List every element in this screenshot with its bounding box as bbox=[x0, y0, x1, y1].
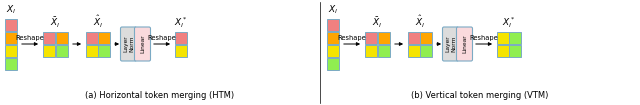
Text: $\hat{X}_l$: $\hat{X}_l$ bbox=[415, 13, 425, 30]
Bar bbox=[98, 32, 110, 43]
Text: $X_l$: $X_l$ bbox=[328, 4, 338, 16]
Bar bbox=[43, 45, 55, 56]
Text: Reshape: Reshape bbox=[148, 35, 177, 41]
Bar bbox=[5, 58, 17, 70]
Text: Layer
Norm: Layer Norm bbox=[123, 36, 134, 52]
Bar bbox=[408, 45, 420, 56]
Text: Linear: Linear bbox=[140, 35, 145, 53]
Text: Layer
Norm: Layer Norm bbox=[445, 36, 456, 52]
Bar bbox=[497, 32, 509, 43]
Bar bbox=[509, 32, 521, 43]
Text: Reshape: Reshape bbox=[15, 35, 44, 41]
Bar bbox=[420, 45, 432, 56]
Bar bbox=[497, 45, 509, 56]
Text: (a) Horizontal token merging (HTM): (a) Horizontal token merging (HTM) bbox=[85, 91, 235, 100]
Bar bbox=[98, 45, 110, 56]
Text: $\bar{X}_l$: $\bar{X}_l$ bbox=[51, 15, 61, 30]
Text: (b) Vertical token merging (VTM): (b) Vertical token merging (VTM) bbox=[412, 91, 548, 100]
Text: Reshape: Reshape bbox=[470, 35, 499, 41]
Bar bbox=[327, 18, 339, 30]
Bar bbox=[5, 45, 17, 56]
Bar bbox=[408, 32, 420, 43]
Bar bbox=[327, 32, 339, 43]
Text: $\hat{X}_l$: $\hat{X}_l$ bbox=[93, 13, 103, 30]
Text: $X_l^*$: $X_l^*$ bbox=[174, 15, 188, 30]
FancyBboxPatch shape bbox=[134, 27, 150, 61]
FancyBboxPatch shape bbox=[442, 27, 458, 61]
Text: Linear: Linear bbox=[462, 35, 467, 53]
Bar bbox=[86, 32, 98, 43]
FancyBboxPatch shape bbox=[456, 27, 472, 61]
Bar bbox=[378, 45, 390, 56]
Bar bbox=[175, 32, 187, 43]
Bar bbox=[56, 32, 68, 43]
Bar bbox=[175, 45, 187, 56]
Bar bbox=[43, 32, 55, 43]
Bar bbox=[56, 45, 68, 56]
Bar bbox=[365, 45, 377, 56]
Text: $X_l$: $X_l$ bbox=[6, 4, 16, 16]
Bar bbox=[327, 58, 339, 70]
Bar bbox=[365, 32, 377, 43]
Bar bbox=[420, 32, 432, 43]
Bar bbox=[86, 45, 98, 56]
Text: $\bar{X}_l$: $\bar{X}_l$ bbox=[372, 15, 383, 30]
Text: $X_l^*$: $X_l^*$ bbox=[502, 15, 516, 30]
Bar bbox=[5, 18, 17, 30]
FancyBboxPatch shape bbox=[120, 27, 136, 61]
Bar bbox=[509, 45, 521, 56]
Bar bbox=[327, 45, 339, 56]
Bar bbox=[378, 32, 390, 43]
Bar bbox=[5, 32, 17, 43]
Text: Reshape: Reshape bbox=[338, 35, 366, 41]
